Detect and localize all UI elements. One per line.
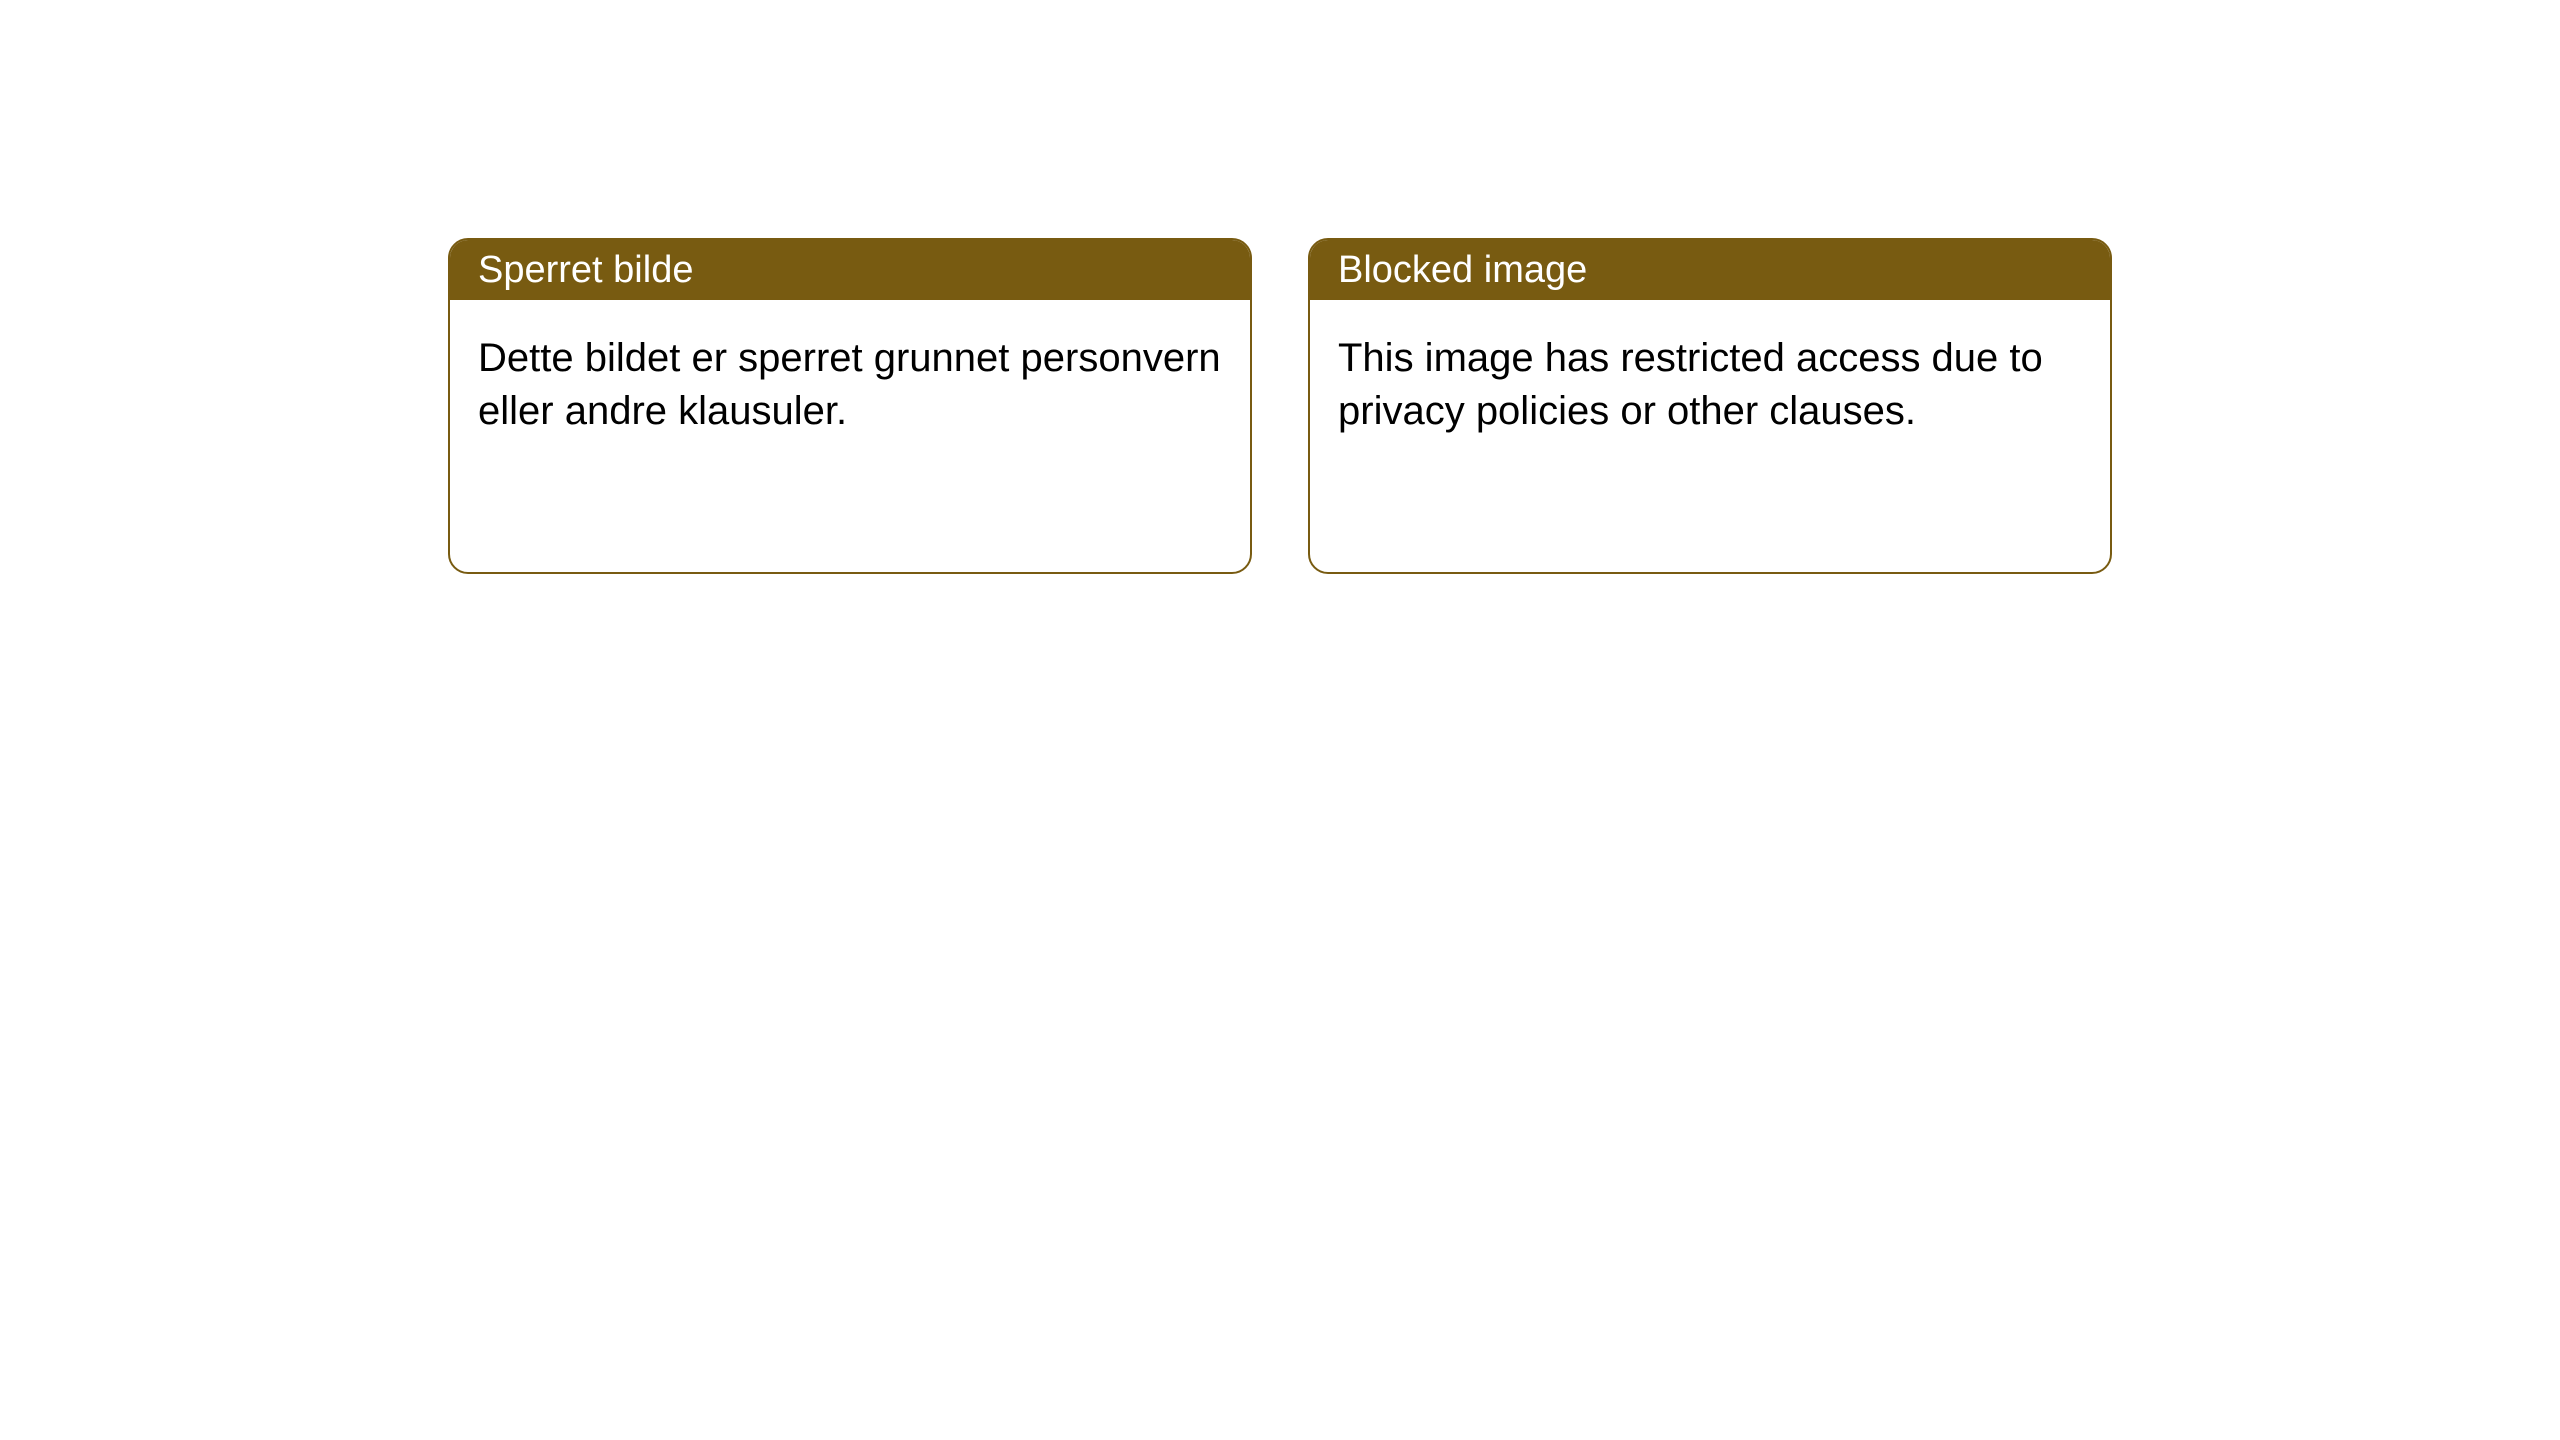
notice-header-norwegian: Sperret bilde: [450, 240, 1250, 300]
notice-header-english: Blocked image: [1310, 240, 2110, 300]
notice-body-english: This image has restricted access due to …: [1310, 300, 2110, 470]
notice-card-english: Blocked image This image has restricted …: [1308, 238, 2112, 574]
notice-body-norwegian: Dette bildet er sperret grunnet personve…: [450, 300, 1250, 470]
notice-card-norwegian: Sperret bilde Dette bildet er sperret gr…: [448, 238, 1252, 574]
notice-container: Sperret bilde Dette bildet er sperret gr…: [448, 238, 2112, 574]
